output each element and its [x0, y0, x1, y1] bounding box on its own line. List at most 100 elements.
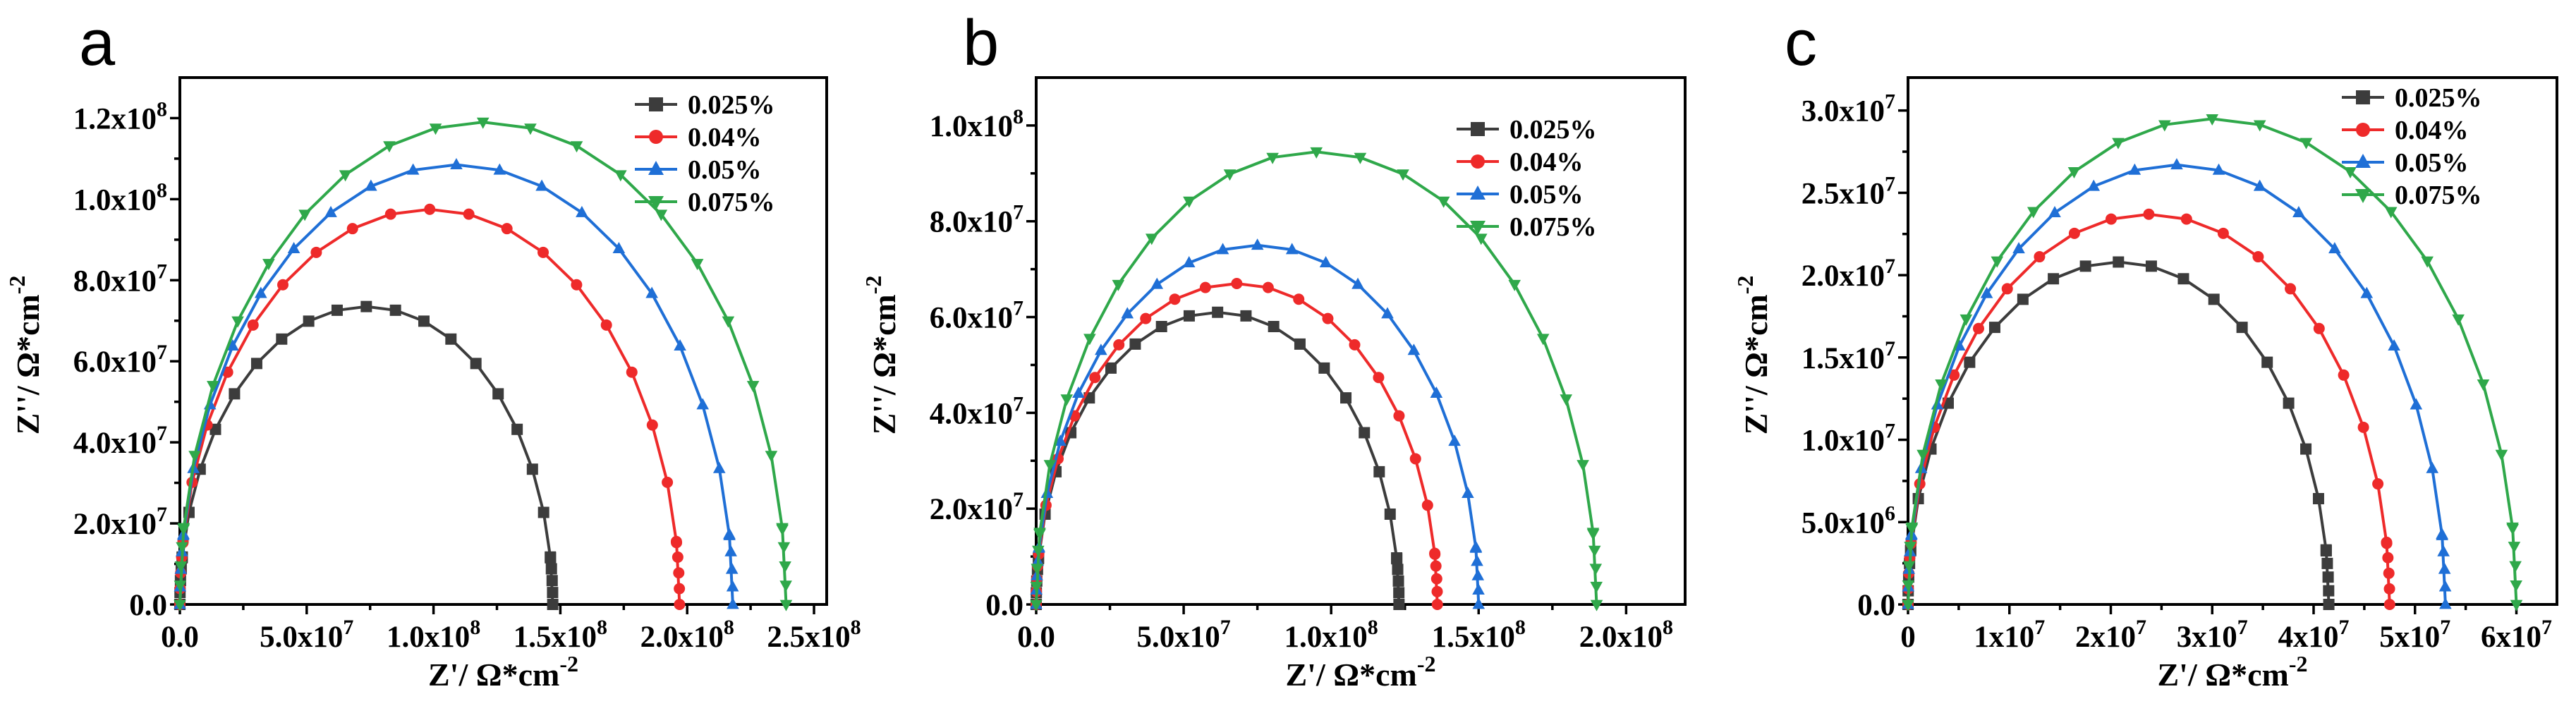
data-point — [2452, 314, 2465, 326]
data-point — [779, 580, 792, 592]
panel-letter-c: c — [1785, 7, 1817, 79]
legend-marker — [649, 130, 663, 144]
legend-marker — [2355, 189, 2371, 203]
data-point — [1902, 561, 1916, 573]
data-point — [2236, 322, 2248, 334]
data-point — [511, 423, 523, 435]
legend-marker — [648, 196, 664, 210]
data-point — [2323, 599, 2335, 610]
series-line — [178, 305, 554, 605]
data-point — [2381, 536, 2393, 548]
data-point — [1391, 552, 1403, 564]
data-point — [1129, 338, 1141, 350]
data-point — [2383, 583, 2395, 595]
data-point — [723, 528, 736, 540]
data-point — [1033, 528, 1046, 540]
data-point — [2292, 206, 2305, 218]
y-tick-label: 2.5x107 — [1802, 172, 1895, 210]
data-point — [2252, 251, 2264, 263]
data-point — [1397, 169, 1409, 181]
x-tick-label: 1.0x108 — [387, 616, 480, 654]
data-point — [2313, 322, 2325, 334]
data-point — [1112, 279, 1125, 291]
x-tick-label: 1.5x108 — [1432, 616, 1526, 654]
data-point — [1430, 560, 1442, 572]
legend-label: 0.05% — [1509, 180, 1584, 209]
data-point — [1060, 394, 1074, 406]
data-point — [727, 597, 739, 609]
data-point — [576, 205, 588, 217]
legend-label: 0.025% — [1509, 115, 1597, 145]
data-point — [1589, 564, 1603, 576]
data-point — [1384, 508, 1396, 520]
data-point — [570, 141, 583, 153]
x-tick-label: 3x107 — [2177, 616, 2248, 654]
y-tick-label: 5.0x106 — [1802, 501, 1895, 540]
data-point — [1437, 196, 1450, 208]
data-point — [1902, 600, 1914, 611]
data-point — [1393, 410, 1405, 422]
data-point — [777, 542, 791, 554]
data-point — [2048, 273, 2060, 285]
data-point — [2034, 251, 2046, 263]
data-point — [1472, 583, 1485, 595]
data-point — [2143, 208, 2155, 220]
data-point — [2344, 167, 2357, 179]
data-point — [1043, 460, 1057, 472]
data-point — [1349, 339, 1361, 351]
data-point — [1392, 564, 1404, 576]
series-0_05pct — [1902, 158, 2452, 609]
data-point — [1590, 600, 1603, 611]
data-point — [1429, 547, 1441, 559]
data-point — [1448, 434, 1461, 446]
data-point — [492, 388, 504, 400]
data-point — [298, 209, 311, 221]
data-point — [339, 170, 352, 182]
data-point — [2068, 227, 2080, 239]
data-point — [231, 316, 244, 328]
data-point — [176, 542, 188, 554]
x-tick-label: 5.0x107 — [260, 616, 353, 654]
x-tick-label: 4x107 — [2278, 616, 2350, 654]
data-point — [1373, 465, 1385, 477]
data-point — [600, 319, 612, 331]
series-line — [1035, 281, 1439, 605]
y-tick-label: 6.0x107 — [73, 341, 167, 379]
series-line — [1035, 243, 1481, 605]
data-point — [547, 587, 559, 599]
data-point — [1223, 169, 1237, 181]
series-0_075pct — [174, 117, 793, 611]
data-point — [1988, 322, 2000, 334]
x-tick-label: 0.0 — [1017, 621, 1055, 654]
panel-a-chart: 0.0 5.0x107 1.0x108 1.5x108 2.0x108 2.5x108 0.… — [4, 76, 861, 693]
data-point — [1916, 449, 1929, 461]
legend-label: 0.05% — [688, 155, 762, 185]
legend-marker — [648, 161, 664, 175]
data-point — [712, 461, 726, 473]
data-point — [277, 279, 289, 291]
data-point — [1268, 321, 1280, 333]
data-point — [2383, 599, 2395, 610]
data-point — [346, 223, 358, 235]
data-point — [1590, 581, 1603, 593]
data-point — [614, 170, 627, 182]
data-point — [470, 358, 482, 370]
legend: 0.025%0.04% 0.05% 0.075% — [1457, 115, 1597, 242]
data-point — [2177, 273, 2189, 285]
data-point — [247, 319, 259, 331]
data-point — [2253, 179, 2266, 191]
data-point — [2112, 138, 2125, 150]
series-line — [178, 207, 681, 605]
x-axis-title: Z'/ Ω*cm-2 — [1286, 651, 1436, 693]
data-point — [2300, 443, 2312, 455]
data-point — [1964, 356, 1976, 368]
data-point — [2508, 542, 2521, 554]
data-point — [1588, 545, 1601, 557]
x-tick-label: 2x107 — [2075, 616, 2146, 654]
data-point — [2299, 138, 2313, 150]
data-point — [2338, 369, 2350, 381]
data-point — [779, 600, 793, 611]
data-point — [1262, 281, 1274, 293]
y-axis-title: Z''/ Ω*cm-2 — [861, 276, 902, 435]
y-tick-label: 1.5x107 — [1802, 337, 1895, 375]
